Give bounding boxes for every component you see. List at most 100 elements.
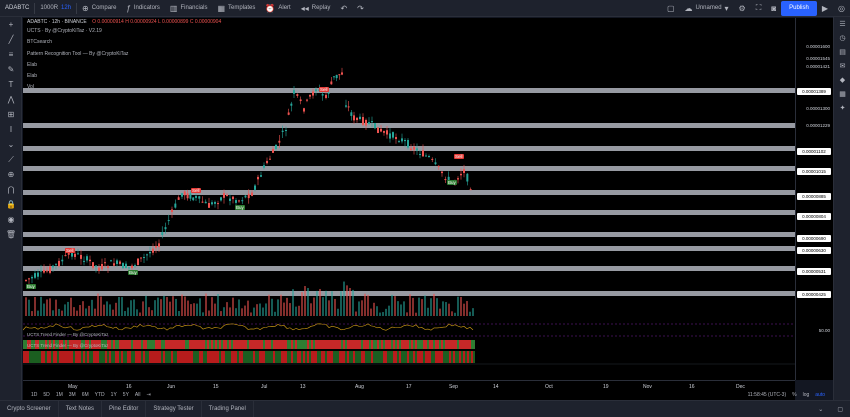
trend-finder-bar <box>375 351 377 363</box>
chart-icon[interactable]: ▤ <box>839 49 846 56</box>
magnet-icon[interactable]: ⋂ <box>7 185 15 194</box>
watchlist-icon[interactable]: ☰ <box>839 21 846 28</box>
layout-button[interactable]: ▢ <box>662 0 680 17</box>
hotlist-icon[interactable]: ✦ <box>839 105 846 112</box>
candle-body <box>37 272 39 277</box>
volume-bar <box>229 307 231 316</box>
trend-finder-bar <box>81 340 83 349</box>
trend-finder-bar <box>347 351 349 363</box>
compare-button[interactable]: ⊕ Compare <box>77 0 121 17</box>
trend-finder-bar <box>289 340 291 349</box>
goto-date-icon[interactable]: ⇥ <box>146 391 151 398</box>
trend-finder-bar <box>277 340 279 349</box>
text-icon[interactable]: T <box>8 80 14 89</box>
volume-bar <box>343 281 345 316</box>
alert-button[interactable]: ⏰ Alert <box>260 0 295 17</box>
trend-finder-bar <box>239 340 241 349</box>
crosshair-icon[interactable]: + <box>8 20 14 29</box>
eye-icon[interactable]: ◉ <box>7 215 15 224</box>
collapse-button[interactable]: ⌄ <box>811 401 830 417</box>
range-button-ytd[interactable]: YTD <box>94 391 105 398</box>
bottom-tab-trading-panel[interactable]: Trading Panel <box>202 400 254 417</box>
financials-button[interactable]: ▥ Financials <box>165 0 213 17</box>
volume-bar <box>124 311 126 316</box>
candle-body <box>131 265 133 268</box>
projection-icon[interactable]: ⊞ <box>7 110 15 119</box>
trend-finder-bar <box>377 351 379 363</box>
zoom-icon[interactable]: ⊕ <box>7 170 15 179</box>
candle-body <box>40 270 42 272</box>
trend-finder-bar <box>429 340 431 349</box>
bottom-tab-strategy-tester[interactable]: Strategy Tester <box>146 400 202 417</box>
layout-name-selector[interactable]: ☁ Unnamed ▾ <box>680 0 734 17</box>
replay-button[interactable]: ◂◂ Replay <box>296 0 336 17</box>
chevron-down-icon[interactable]: ⌄ <box>7 140 15 149</box>
log-toggle[interactable]: log <box>802 391 810 398</box>
trend-finder-bar <box>403 351 405 363</box>
range-button-1y[interactable]: 1Y <box>110 391 117 398</box>
templates-button[interactable]: ▦ Templates <box>212 0 260 17</box>
ruler-icon[interactable]: ⟋ <box>8 154 14 164</box>
pattern-icon[interactable]: ⋀ <box>7 95 15 104</box>
trend-finder-bar <box>163 351 165 363</box>
trend-finder-bar <box>265 351 267 363</box>
percent-toggle[interactable]: % <box>792 391 797 398</box>
trend-finder-bar <box>401 351 403 363</box>
chat-icon[interactable]: ✉ <box>839 63 846 70</box>
trend-finder-bar <box>221 340 223 349</box>
volume-bar <box>214 303 216 316</box>
maximize-button[interactable]: ▢ <box>830 401 850 417</box>
range-button-1d[interactable]: 1D <box>31 391 38 398</box>
chart-pane[interactable]: ADABTC · 12h · BINANCE O 0.00000914 H 0.… <box>23 18 795 380</box>
ideas-icon[interactable]: ◆ <box>839 77 846 84</box>
trend-finder-bar <box>219 340 221 349</box>
auto-toggle[interactable]: auto <box>815 391 825 398</box>
fullscreen-button[interactable]: ⛶ <box>751 0 767 17</box>
replay-label: Replay <box>311 5 331 11</box>
notification-button[interactable]: ◎ <box>833 0 850 17</box>
trend-finder-bar <box>459 340 461 349</box>
brush-icon[interactable]: ✎ <box>7 65 15 74</box>
trend-finder-bar <box>171 351 173 363</box>
trend-finder-bar <box>159 340 161 349</box>
range-button-3m[interactable]: 3M <box>68 391 76 398</box>
alarm-icon[interactable]: ◷ <box>839 35 846 42</box>
redo-button[interactable]: ↷ <box>352 0 369 17</box>
bottom-tab-pine-editor[interactable]: Pine Editor <box>102 400 147 417</box>
trendline-icon[interactable]: ╱ <box>8 35 14 44</box>
calendar-icon[interactable]: ▦ <box>839 91 846 98</box>
trend-finder-bar <box>303 351 305 363</box>
trash-icon[interactable]: 🗑 <box>5 230 17 239</box>
indicators-button[interactable]: ƒ Indicators <box>121 0 164 17</box>
undo-button[interactable]: ↶ <box>335 0 352 17</box>
fib-icon[interactable]: ≡ <box>8 50 14 59</box>
trend-finder-bar <box>217 340 219 349</box>
range-button-5y[interactable]: 5Y <box>122 391 129 398</box>
trend-finder-bar <box>237 351 239 363</box>
range-button-5d[interactable]: 5D <box>43 391 50 398</box>
price-axis[interactable]: 0.00001600 0.00001545 0.00001421 0.00001389… <box>795 18 833 380</box>
price-tick-label: 0.00001229 <box>805 123 831 128</box>
range-button-6m[interactable]: 6M <box>81 391 89 398</box>
cursor-icon[interactable]: I <box>9 125 13 134</box>
bottom-tab-text-notes[interactable]: Text Notes <box>59 400 103 417</box>
symbol-search[interactable]: ADABTC <box>0 0 34 17</box>
range-button-all[interactable]: All <box>134 391 141 398</box>
trend-finder-bar <box>165 351 167 363</box>
trend-finder-bar <box>93 340 95 349</box>
volume-bar <box>409 294 411 316</box>
play-button[interactable]: ▶ <box>817 0 833 17</box>
interval-selector[interactable]: 1000R 12h <box>35 0 76 17</box>
range-button-1m[interactable]: 1M <box>55 391 63 398</box>
publish-button[interactable]: Publish <box>781 0 817 16</box>
volume-bar <box>442 301 444 316</box>
snapshot-button[interactable]: ◙ <box>766 0 781 17</box>
settings-button[interactable]: ⚙ <box>734 0 751 17</box>
volume-bar <box>46 299 48 316</box>
bottom-tab-crypto-screener[interactable]: Crypto Screener <box>0 400 59 417</box>
price-tick-label: 0.00001389 <box>797 88 831 95</box>
volume-bar <box>199 298 201 316</box>
time-axis[interactable]: May 16 Jun 15 Jul 13 Aug 17 Sep 14 Oct 19 Nov 16 Dec <box>23 380 795 400</box>
gear-icon: ⚙ <box>738 3 746 13</box>
lock-icon[interactable]: 🔒 <box>6 200 16 209</box>
